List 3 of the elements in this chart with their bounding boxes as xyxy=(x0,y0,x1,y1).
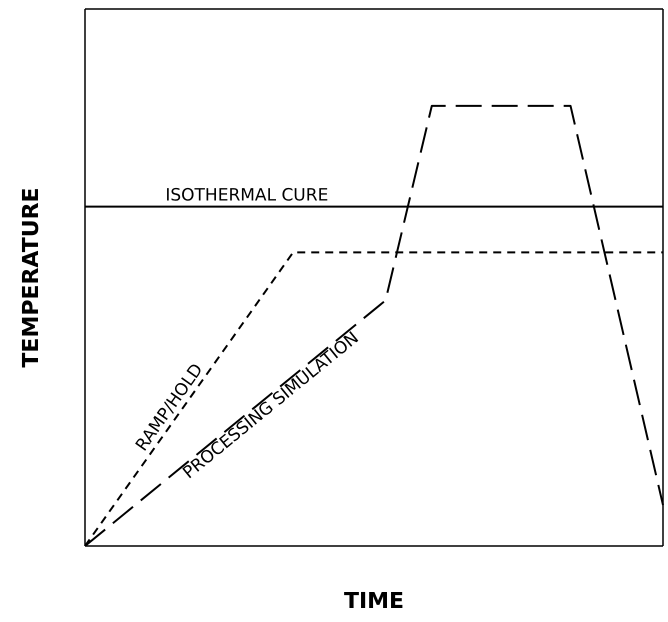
x-axis-title: TIME xyxy=(344,589,404,614)
y-axis-title: TEMPERATURE xyxy=(19,187,44,368)
series-label: ISOTHERMAL CURE xyxy=(165,186,328,206)
